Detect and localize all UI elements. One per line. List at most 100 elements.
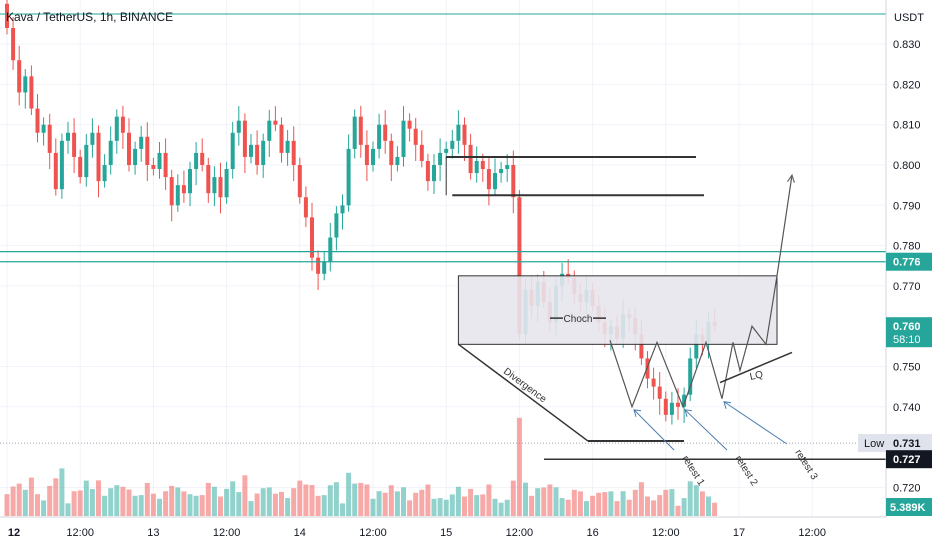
volume-bar bbox=[89, 489, 95, 516]
axis-tick-label: 0.820 bbox=[893, 79, 921, 91]
candle-body bbox=[17, 60, 22, 93]
volume-bar bbox=[577, 491, 583, 516]
time-axis-bg bbox=[0, 517, 886, 550]
candle-body bbox=[676, 402, 680, 407]
volume-bar bbox=[150, 493, 156, 516]
volume-bar bbox=[669, 489, 675, 516]
volume-bar bbox=[230, 481, 236, 516]
volume-bar bbox=[181, 491, 187, 516]
grid bbox=[0, 0, 886, 517]
divergence-label: Divergence bbox=[501, 366, 548, 405]
volume-bar bbox=[620, 491, 626, 516]
volume-bar bbox=[559, 498, 565, 516]
candle-body bbox=[511, 165, 516, 198]
volume-bar bbox=[41, 500, 47, 516]
candle-body bbox=[407, 120, 412, 129]
volume-bar bbox=[169, 485, 175, 516]
candle-body bbox=[480, 160, 485, 170]
candle-body bbox=[462, 124, 467, 145]
candle-body bbox=[224, 169, 229, 198]
axis-tick-label: 0.780 bbox=[893, 241, 921, 253]
volume-bar bbox=[523, 482, 528, 516]
candle-body bbox=[145, 136, 150, 165]
candle-body bbox=[432, 165, 436, 182]
candle-body bbox=[352, 116, 357, 149]
candle-body bbox=[133, 148, 138, 165]
volume-label-bg bbox=[886, 498, 932, 516]
candle-body bbox=[127, 132, 131, 165]
candle-body bbox=[688, 358, 693, 395]
candle-body bbox=[261, 140, 266, 165]
price-label: 0.760 bbox=[893, 321, 921, 333]
candle-body bbox=[267, 120, 272, 141]
candle-body bbox=[47, 124, 52, 153]
volume-bar bbox=[596, 492, 602, 516]
time-tick-label: 17 bbox=[733, 527, 745, 539]
candle-body bbox=[639, 334, 644, 359]
candle-body bbox=[279, 124, 284, 153]
candle-body bbox=[346, 148, 351, 206]
volume-bar bbox=[632, 489, 638, 516]
candle-body bbox=[66, 132, 70, 141]
volume-bar bbox=[77, 490, 83, 516]
price-label-tag: Low bbox=[864, 438, 884, 450]
volume-bar bbox=[651, 500, 657, 516]
choch-label-bg bbox=[563, 311, 593, 325]
volume-bar bbox=[492, 498, 498, 516]
volume-bar bbox=[59, 468, 65, 516]
candle-body bbox=[157, 152, 162, 170]
volume-bar bbox=[382, 492, 388, 516]
candle-body bbox=[35, 108, 40, 133]
candle-body bbox=[139, 136, 144, 149]
candle-body bbox=[651, 378, 656, 387]
candle-body bbox=[255, 144, 260, 165]
volume-bar bbox=[437, 498, 443, 516]
candle-body bbox=[114, 116, 119, 141]
time-tick-label: 15 bbox=[440, 527, 452, 539]
volume-bar bbox=[193, 495, 199, 516]
candle-body bbox=[291, 140, 296, 165]
volume-bar bbox=[681, 498, 687, 516]
volume-bar bbox=[4, 494, 10, 516]
volume-bar bbox=[510, 480, 516, 516]
candle-body bbox=[395, 156, 400, 165]
candle-body bbox=[169, 177, 174, 206]
candle-body bbox=[200, 152, 205, 165]
volume-bar bbox=[266, 487, 272, 516]
candle-body bbox=[401, 120, 406, 157]
candle-body bbox=[493, 173, 497, 190]
candle-body bbox=[249, 144, 253, 157]
volume-bar bbox=[370, 498, 376, 516]
candle-body bbox=[59, 140, 64, 190]
candle-body bbox=[5, 3, 9, 28]
candle-body bbox=[41, 124, 46, 133]
volume-bar bbox=[236, 492, 242, 516]
volume-bar bbox=[413, 492, 419, 516]
retest-arrow-head bbox=[723, 401, 732, 409]
retest-arrow bbox=[723, 401, 788, 445]
volume-bar bbox=[663, 489, 669, 516]
price-axis: USDT 0.830 0.820 0.810 0.800 0.790 0.780 0.770 0… bbox=[858, 0, 932, 550]
candle-body bbox=[212, 177, 217, 194]
volume-bar bbox=[272, 493, 278, 516]
candle-body bbox=[413, 128, 418, 145]
volume-bars bbox=[4, 417, 718, 516]
volume-bar bbox=[626, 499, 632, 516]
candle-body bbox=[151, 165, 156, 170]
volume-bar bbox=[388, 485, 394, 516]
volume-bar bbox=[132, 495, 138, 516]
volume-bar bbox=[498, 502, 504, 516]
volume-bar bbox=[541, 487, 547, 516]
price-label: 0.776 bbox=[893, 257, 921, 269]
axis-tick-label: 0.740 bbox=[893, 402, 921, 414]
volume-bar bbox=[455, 486, 461, 516]
volume-bar bbox=[211, 486, 217, 516]
volume-bar bbox=[333, 482, 339, 516]
volume-bar bbox=[321, 495, 327, 516]
candle-body bbox=[78, 156, 83, 178]
candle-body bbox=[468, 144, 473, 174]
time-tick-label: 16 bbox=[586, 527, 598, 539]
price-label-tag-bg bbox=[858, 434, 886, 453]
volume-bar bbox=[65, 503, 71, 516]
